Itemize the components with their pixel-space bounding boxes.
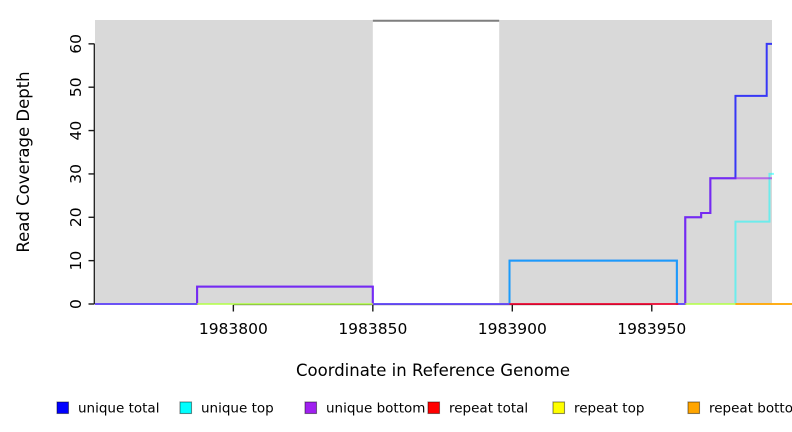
shaded-region [499,20,772,304]
x-tick-label: 1983850 [338,320,407,338]
y-tick-label: 20 [67,207,85,227]
legend-label-unique-total: unique total [78,401,159,417]
legend-label-repeat-bottom: repeat bottom [709,401,792,417]
y-tick-label: 60 [67,34,85,54]
repeat-shaded-regions [95,19,772,304]
y-tick-label: 40 [67,121,85,141]
shaded-region [95,20,373,304]
legend-swatch-unique-top [179,401,193,415]
legend-label-repeat-top: repeat top [574,401,644,417]
legend-item-unique-total: unique total [56,401,159,417]
legend-item-unique-bottom: unique bottom [304,401,425,417]
legend-label-repeat-total: repeat total [449,401,528,417]
y-tick-label: 10 [67,251,85,271]
x-tick-label: 1983900 [478,320,547,338]
axis-ticks-and-labels: 1983800 1983850 1983900 1983950 0 10 20 30 40 50 6… [67,34,686,338]
y-axis-title: Read Coverage Depth [14,71,33,252]
legend-item-repeat-top: repeat top [552,401,644,417]
x-tick-label: 1983950 [617,320,686,338]
y-tick-label: 50 [67,77,85,97]
legend-label-unique-top: unique top [201,401,274,417]
legend-swatch-repeat-top [552,401,566,415]
series-line-unique-bottom [95,177,772,305]
legend-label-unique-bottom: unique bottom [326,401,425,417]
legend-item-unique-top: unique top [179,401,274,417]
x-axis-title: Coordinate in Reference Genome [296,361,570,380]
x-tick-label: 1983800 [199,320,268,338]
legend-item-repeat-total: repeat total [427,401,528,417]
y-tick-label: 30 [67,164,85,184]
y-tick-label: 0 [67,299,85,309]
legend-swatch-unique-bottom [304,401,318,415]
series-lines [95,42,792,305]
legend-swatch-repeat-total [427,401,441,415]
legend-item-repeat-bottom: repeat bottom [687,401,792,417]
legend-swatch-unique-total [56,401,70,415]
legend-swatch-repeat-bottom [687,401,701,415]
legend: unique total unique top unique bottom repea… [56,401,792,417]
